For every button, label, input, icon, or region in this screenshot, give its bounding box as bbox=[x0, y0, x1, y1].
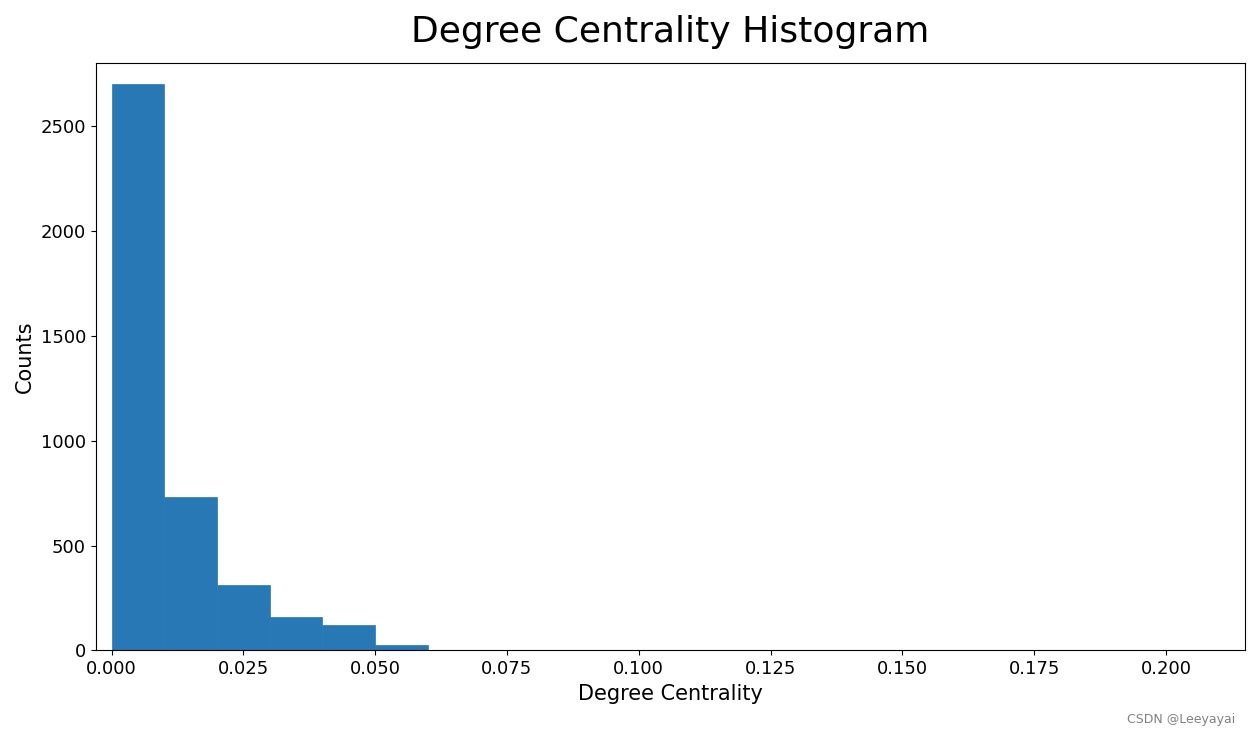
Bar bbox=[270, 617, 323, 651]
X-axis label: Degree Centrality: Degree Centrality bbox=[578, 684, 762, 704]
Text: CSDN @Leeyayai: CSDN @Leeyayai bbox=[1126, 713, 1235, 726]
Bar bbox=[217, 585, 270, 651]
Y-axis label: Counts: Counts bbox=[15, 320, 35, 393]
Bar bbox=[323, 625, 375, 651]
Bar bbox=[375, 645, 428, 651]
Bar bbox=[112, 84, 164, 651]
Title: Degree Centrality Histogram: Degree Centrality Histogram bbox=[411, 15, 930, 49]
Bar bbox=[164, 497, 217, 651]
